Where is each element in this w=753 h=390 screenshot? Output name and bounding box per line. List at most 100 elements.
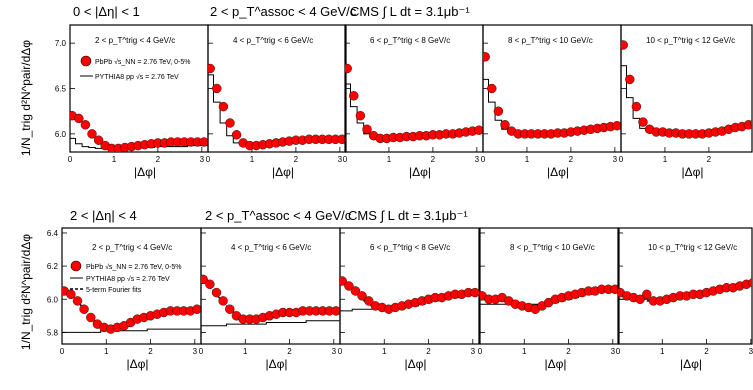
panel-data bbox=[621, 40, 752, 139]
xtick-label: 2 bbox=[566, 347, 571, 356]
row1-eta-label: 0 < |Δη| < 1 bbox=[73, 4, 140, 19]
row2-legend-data-label: PbPb √s_NN = 2.76 TeV, 0-5% bbox=[86, 263, 181, 271]
xtick-label: 0 bbox=[343, 155, 348, 164]
xtick-label: 2 bbox=[156, 155, 161, 164]
panel-label: 2 < p_T^trig < 4 GeV/c bbox=[92, 243, 172, 252]
data-point bbox=[74, 113, 84, 124]
data-point bbox=[470, 287, 479, 298]
panel-label: 2 < p_T^trig < 4 GeV/c bbox=[95, 36, 175, 45]
data-point bbox=[93, 135, 104, 145]
panel-2-3: 0 1 2 3 |Δφ| 6 < p_T^trig < 8 GeV/c bbox=[338, 227, 480, 371]
ytick-label: 6.4 bbox=[47, 229, 59, 238]
data-point bbox=[362, 124, 372, 135]
panel-2-5: 0 1 2 3 |Δφ| 10 < p_T^trig < 12 GeV/c bbox=[616, 227, 753, 371]
xtick-label: 2 bbox=[707, 155, 712, 164]
panel-data bbox=[62, 286, 201, 334]
xtick-label: 0 bbox=[619, 155, 624, 164]
xaxis-title: |Δφ| bbox=[682, 165, 704, 179]
ytick-label: 6.0 bbox=[47, 295, 59, 304]
data-point bbox=[199, 137, 208, 147]
panel-1-1: 0 1 2 3 |Δφ| 2 < p_T^trig < 4 GeV/c bbox=[68, 24, 209, 179]
row1-assoc-label: 2 < p_T^assoc < 4 GeV/c bbox=[210, 4, 357, 19]
xaxis-title: |Δφ| bbox=[680, 357, 702, 371]
panel-frame bbox=[339, 227, 480, 345]
data-point bbox=[337, 134, 346, 144]
xtick-label: 3 bbox=[749, 347, 753, 356]
row2-assoc-label: 2 < p_T^assoc < 4 GeV/c bbox=[205, 208, 352, 223]
data-point bbox=[748, 278, 752, 288]
data-point bbox=[355, 110, 366, 121]
data-point bbox=[345, 63, 352, 74]
data-point bbox=[743, 120, 752, 130]
data-point bbox=[66, 289, 76, 299]
data-point bbox=[340, 276, 347, 286]
xtick-label: 1 bbox=[387, 155, 392, 164]
data-point bbox=[208, 63, 215, 74]
row1-legend-mc-label: PYTHIA8 pp √s = 2.76 TeV bbox=[95, 73, 179, 81]
xtick-label: 3 bbox=[332, 347, 337, 356]
xaxis-title: |Δφ| bbox=[409, 165, 431, 179]
panel-frame bbox=[479, 227, 620, 345]
xtick-label: 0 bbox=[206, 155, 211, 164]
xtick-label: 1 bbox=[250, 155, 255, 164]
ytick-label: 6.0 bbox=[55, 130, 67, 139]
data-point bbox=[344, 281, 354, 291]
panel-2-1: 0 1 2 3 |Δφ| 2 < p_T^trig < 4 GeV/c bbox=[60, 227, 202, 371]
data-point bbox=[638, 117, 648, 127]
xtick-label: 1 bbox=[243, 347, 248, 356]
xtick-label: 3 bbox=[475, 155, 480, 164]
data-point bbox=[86, 312, 96, 323]
row1-legend-data-label: PbPb √s_NN = 2.76 TeV, 0-5% bbox=[95, 58, 190, 66]
panel-label: 6 < p_T^trig < 8 GeV/c bbox=[370, 36, 450, 45]
data-point bbox=[750, 119, 752, 127]
data-point bbox=[483, 52, 490, 62]
xtick-label: 3 bbox=[471, 347, 476, 356]
mc-histogram bbox=[208, 74, 346, 147]
xtick-label: 2 bbox=[426, 347, 431, 356]
panel-1-3: 0 1 2 3 |Δφ| 6 < p_T^trig < 8 GeV/c bbox=[343, 24, 484, 179]
data-point bbox=[642, 289, 652, 299]
xaxis-title: |Δφ| bbox=[545, 357, 567, 371]
data-point bbox=[231, 130, 242, 140]
data-point bbox=[218, 296, 228, 306]
data-point bbox=[87, 129, 97, 139]
panel-label: 4 < p_T^trig < 6 GeV/c bbox=[231, 243, 311, 252]
panel-label: 4 < p_T^trig < 6 GeV/c bbox=[233, 36, 313, 45]
xtick-label: 1 bbox=[112, 155, 117, 164]
xtick-label: 0 bbox=[481, 155, 486, 164]
xtick-label: 3 bbox=[193, 347, 198, 356]
panel-data bbox=[340, 276, 479, 314]
xtick-label: 1 bbox=[663, 155, 668, 164]
panel-2-2: 0 1 2 3 |Δφ| 4 < p_T^trig < 6 GeV/c bbox=[199, 227, 341, 371]
data-point bbox=[635, 294, 645, 304]
xtick-label: 0 bbox=[68, 155, 73, 164]
data-point bbox=[500, 120, 510, 130]
mc-histogram bbox=[201, 320, 340, 327]
data-point bbox=[212, 83, 222, 94]
panel-label: 6 < p_T^trig < 8 GeV/c bbox=[370, 243, 450, 252]
xtick-label: 2 bbox=[569, 155, 574, 164]
xtick-label: 0 bbox=[199, 347, 204, 356]
row2-legend-data-marker bbox=[70, 260, 82, 272]
data-point bbox=[211, 287, 222, 298]
row2-lumi-label: CMS ∫ L dt = 3.1μb⁻¹ bbox=[348, 208, 468, 223]
xtick-label: 2 bbox=[148, 347, 153, 356]
xtick-label: 0 bbox=[60, 347, 65, 356]
ytick-label: 7.0 bbox=[55, 39, 67, 48]
panel-data bbox=[345, 63, 483, 144]
panel-2-4: 0 1 2 3 |Δφ| 8 < p_T^trig < 10 GeV/c bbox=[478, 227, 620, 371]
data-point bbox=[364, 296, 374, 306]
row2-eta-label: 2 < |Δη| < 4 bbox=[70, 208, 137, 223]
xtick-label: 2 bbox=[704, 347, 709, 356]
data-point bbox=[218, 101, 229, 112]
xaxis-title: |Δφ| bbox=[547, 165, 569, 179]
data-point bbox=[487, 83, 497, 94]
panel-data bbox=[201, 274, 340, 327]
xaxis-title: |Δφ| bbox=[134, 165, 156, 179]
data-point bbox=[331, 306, 340, 316]
data-point bbox=[631, 101, 642, 112]
row1-ylabel: 1/N_trig d²N^pair/dΔφ bbox=[19, 40, 33, 156]
row1-legend-data-marker bbox=[80, 55, 92, 67]
xtick-label: 1 bbox=[525, 155, 530, 164]
